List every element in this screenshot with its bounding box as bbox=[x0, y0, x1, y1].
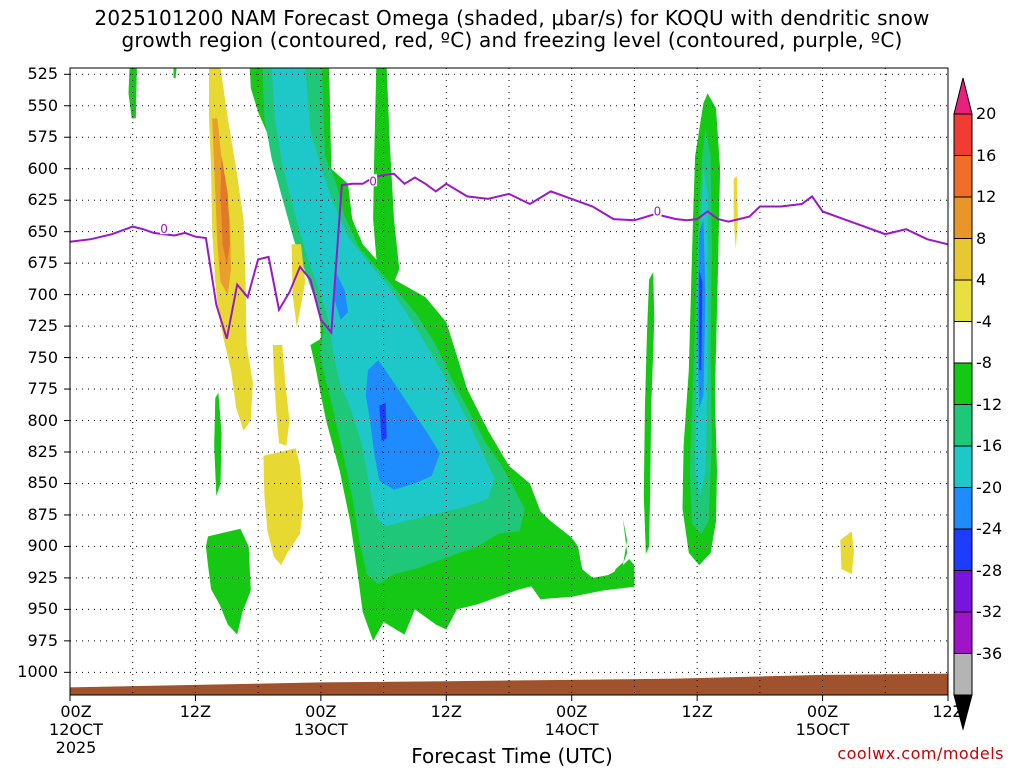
omega-region bbox=[263, 448, 304, 566]
y-tick-label: 800 bbox=[27, 410, 58, 430]
y-tick-label: 950 bbox=[27, 599, 58, 619]
x-tick-label: 15OCT bbox=[795, 720, 850, 739]
colorbar-tick-label: -20 bbox=[976, 477, 1003, 497]
colorbar-swatch bbox=[953, 570, 973, 613]
colorbar-swatch bbox=[953, 445, 973, 488]
colorbar-swatch bbox=[953, 362, 973, 405]
y-tick-label: 900 bbox=[27, 536, 58, 556]
plot-background bbox=[70, 68, 948, 695]
colorbar-tick-label: 8 bbox=[976, 228, 987, 248]
freezing-level-line bbox=[69, 172, 949, 339]
y-tick-label: 600 bbox=[27, 158, 58, 178]
colorbar-swatch bbox=[953, 113, 973, 156]
x-tick-label: 00Z bbox=[305, 702, 337, 721]
y-tick-label: 825 bbox=[27, 442, 58, 461]
colorbar-swatch bbox=[953, 611, 973, 654]
y-tick-label: 550 bbox=[27, 95, 58, 115]
freezing-level-label: 0 bbox=[160, 222, 168, 236]
x-tick-label: 2025 bbox=[55, 738, 97, 757]
colorbar-tick-label: -12 bbox=[976, 394, 1003, 414]
colorbar-tick-label: 16 bbox=[976, 145, 997, 165]
colorbar-swatch bbox=[953, 487, 973, 530]
colorbar-tick-label: -24 bbox=[976, 519, 1003, 538]
colorbar-swatch bbox=[953, 238, 973, 281]
y-tick-label: 750 bbox=[27, 347, 58, 367]
y-tick-label: 625 bbox=[27, 190, 58, 210]
omega-region bbox=[271, 68, 495, 527]
omega-region bbox=[840, 531, 854, 575]
omega-region bbox=[529, 559, 635, 600]
y-tick-label: 700 bbox=[27, 284, 58, 304]
y-tick-label: 975 bbox=[27, 630, 58, 650]
y-tick-label: 1000 bbox=[17, 662, 58, 682]
x-tick-label: 14OCT bbox=[544, 720, 599, 739]
colorbar-arrow-bottom bbox=[953, 694, 973, 731]
plot-frame bbox=[69, 67, 949, 696]
omega-region bbox=[173, 68, 177, 79]
x-axis-title: Forecast Time (UTC) bbox=[411, 744, 613, 768]
omega-region bbox=[291, 244, 306, 328]
omega-region bbox=[373, 68, 400, 295]
colorbar-tick-label: -4 bbox=[976, 311, 992, 331]
contour-label-bg bbox=[369, 174, 378, 187]
omega-region bbox=[272, 345, 290, 446]
freezing-level-label: 0 bbox=[369, 174, 377, 188]
omega-region bbox=[379, 402, 387, 441]
colorbar-tick-label: -28 bbox=[976, 560, 1003, 580]
y-tick-label: 775 bbox=[27, 379, 58, 399]
omega-region bbox=[205, 528, 251, 635]
contour-label-bg bbox=[160, 222, 169, 235]
omega-region bbox=[334, 273, 348, 320]
y-tick-label: 525 bbox=[27, 64, 58, 84]
x-tick-label: 13OCT bbox=[293, 720, 348, 739]
colorbar-tick-label: -16 bbox=[976, 436, 1003, 455]
colorbar-swatch bbox=[953, 404, 973, 447]
colorbar-swatch bbox=[953, 196, 973, 239]
colorbar-tick-label: 12 bbox=[976, 187, 997, 206]
y-tick-label: 875 bbox=[27, 504, 58, 524]
colorbar-swatch bbox=[953, 155, 973, 198]
credit-text: coolwx.com/models bbox=[837, 744, 1004, 763]
colorbar-tick-label: -36 bbox=[976, 643, 1003, 663]
x-tick-label: 12Z bbox=[932, 702, 964, 721]
colorbar-tick-label: -32 bbox=[976, 602, 1003, 621]
contour-label-bg bbox=[653, 204, 662, 217]
x-tick-label: 12Z bbox=[681, 702, 713, 721]
colorbar-swatch bbox=[953, 279, 973, 322]
chart-title-line1: 2025101200 NAM Forecast Omega (shaded, μ… bbox=[94, 6, 930, 30]
x-tick-label: 12Z bbox=[179, 702, 212, 721]
omega-region bbox=[220, 156, 230, 265]
omega-region bbox=[733, 176, 738, 250]
colorbar-tick-label: 20 bbox=[976, 104, 997, 123]
x-tick-label: 12Z bbox=[430, 702, 462, 721]
colorbar-swatch bbox=[953, 321, 973, 364]
y-tick-label: 925 bbox=[27, 567, 58, 587]
y-tick-label: 675 bbox=[27, 253, 58, 273]
colorbar-tick-label: 4 bbox=[976, 270, 987, 289]
x-tick-label: 00Z bbox=[806, 702, 839, 721]
colorbar-swatch bbox=[953, 528, 973, 571]
colorbar-tick-label: -8 bbox=[976, 353, 992, 372]
omega-region bbox=[365, 360, 440, 490]
x-tick-label: 12OCT bbox=[49, 720, 103, 739]
y-tick-label: 725 bbox=[27, 316, 58, 336]
x-tick-label: 00Z bbox=[60, 702, 92, 721]
y-tick-label: 575 bbox=[27, 127, 58, 147]
x-tick-label: 00Z bbox=[556, 702, 588, 721]
colorbar-arrow-top bbox=[953, 77, 973, 115]
freezing-level-label: 0 bbox=[654, 205, 662, 219]
ground-area bbox=[70, 673, 948, 695]
y-tick-label: 850 bbox=[27, 473, 58, 493]
colorbar-swatch bbox=[953, 653, 973, 696]
chart-title-line2: growth region (contoured, red, ºC) and f… bbox=[121, 28, 903, 52]
omega-region bbox=[214, 392, 222, 497]
y-tick-label: 650 bbox=[27, 221, 58, 241]
